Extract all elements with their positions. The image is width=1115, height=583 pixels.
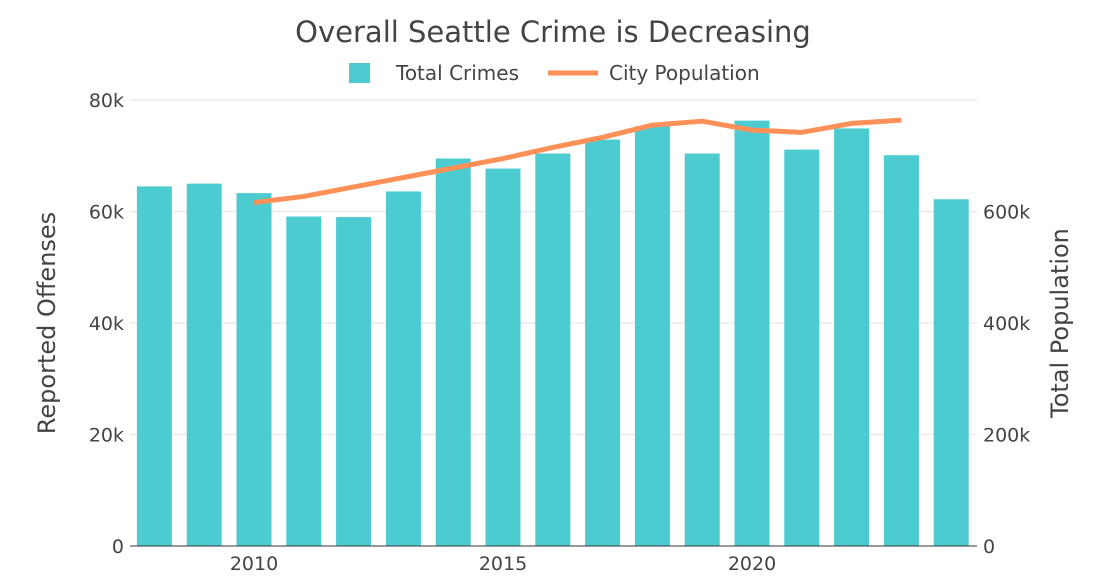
bar-2016 [535,153,571,546]
y-axis-ticks: 0 20k 40k 60k 80k [89,90,124,558]
bar-2013 [385,191,421,546]
population-line [253,117,902,206]
bar-2015 [485,168,521,546]
chart-title: Overall Seattle Crime is Decreasing [295,15,811,49]
bar-2014 [435,158,471,546]
bar-2008 [136,186,172,546]
bar-2011 [286,216,322,546]
x-tick-label: 2010 [230,553,278,575]
y2-tick-label: 200k [983,425,1030,447]
legend: Total Crimes City Population [349,61,760,85]
bar-2017 [585,139,621,546]
legend-swatch-total-crimes [349,63,370,83]
population-line-path [253,117,902,206]
bar-2021 [784,149,820,546]
bar-2012 [336,217,372,546]
y2-axis-ticks: 0 200k 400k 600k [983,202,1030,559]
bar-2022 [834,128,870,546]
bar-2024 [933,199,969,547]
y-axis-label: Reported Offenses [33,212,61,434]
bar-2023 [883,155,919,546]
y2-axis-label: Total Population [1046,228,1074,419]
bar-2009 [186,183,222,546]
legend-label-total-crimes: Total Crimes [395,61,519,85]
bars [136,120,969,547]
y-tick-label: 40k [89,313,124,335]
bar-2018 [634,126,670,546]
bar-2019 [684,153,720,546]
bar-2010 [236,193,272,547]
x-tick-label: 2015 [479,553,527,575]
y2-tick-label: 400k [983,313,1030,335]
x-axis-ticks: 2010 2015 2020 [230,553,776,575]
y-tick-label: 20k [89,425,124,447]
legend-label-city-population: City Population [609,61,760,85]
y-tick-label: 0 [112,536,124,558]
y-tick-label: 80k [89,90,124,112]
y2-tick-label: 0 [983,536,995,558]
y2-tick-label: 600k [983,202,1030,224]
bar-2020 [734,120,770,546]
y-tick-label: 60k [89,202,124,224]
x-tick-label: 2020 [728,553,776,575]
